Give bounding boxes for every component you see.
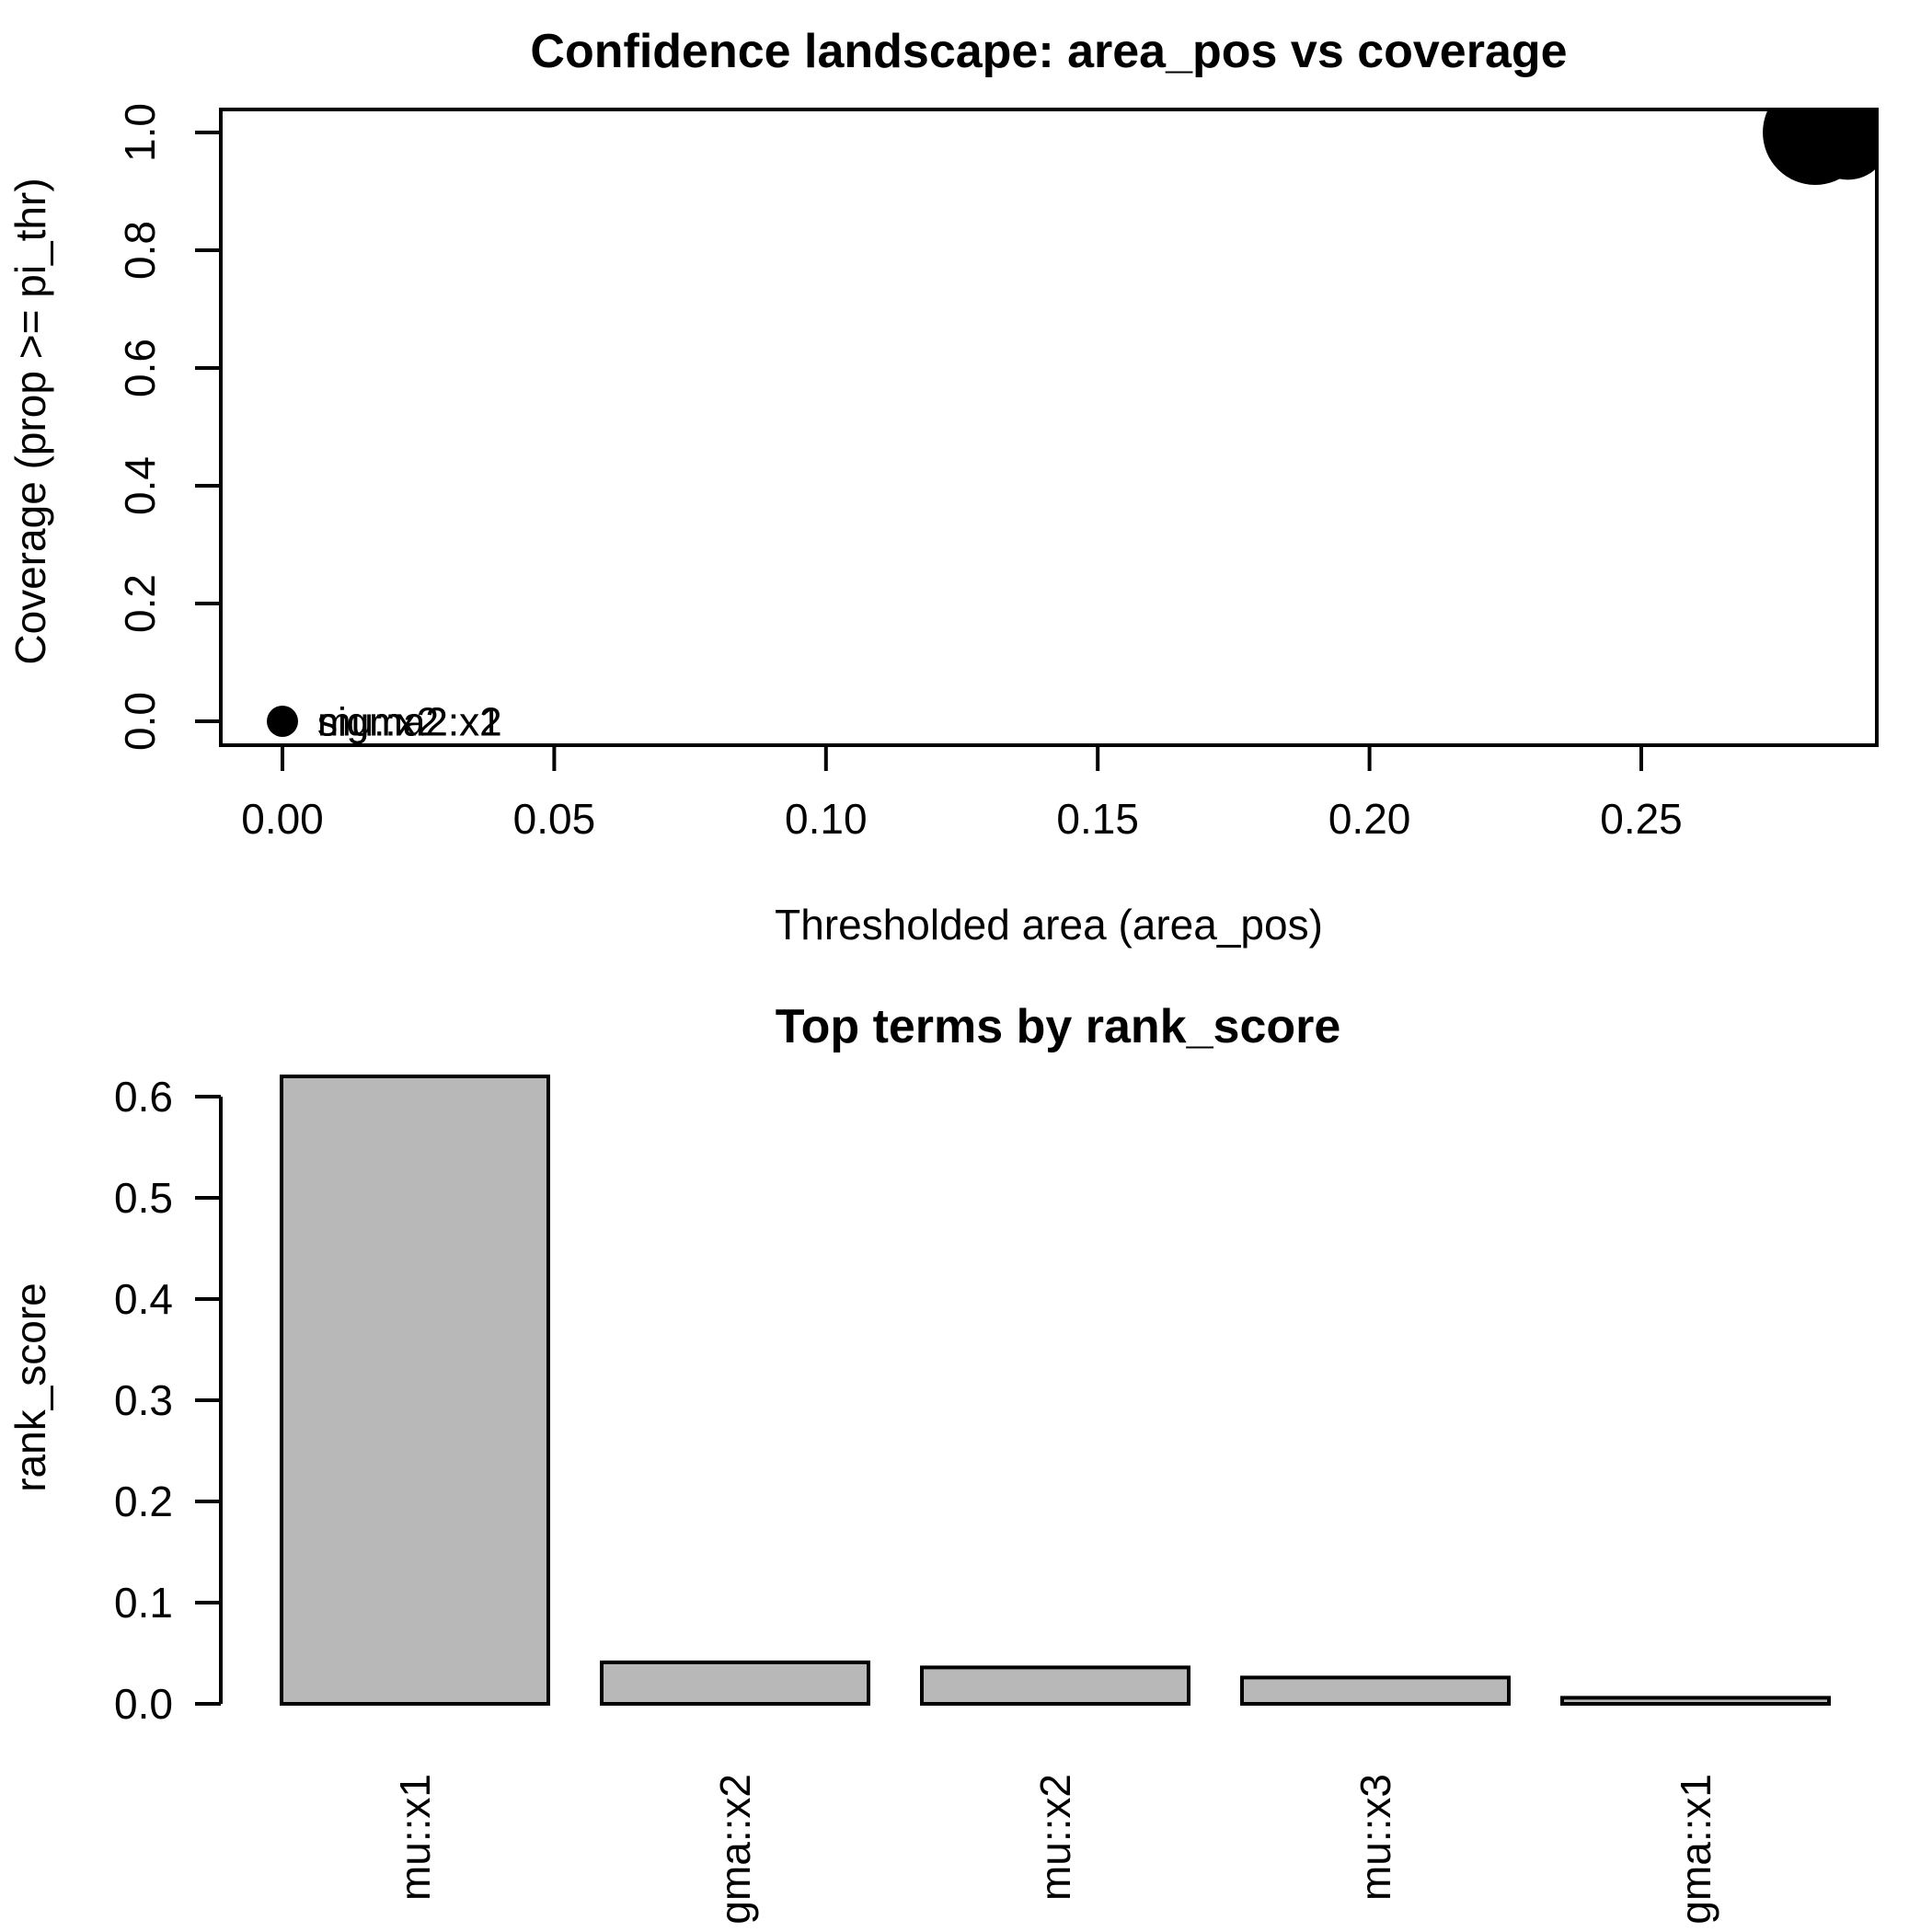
scatter-y-tick-label: 0.6	[116, 339, 164, 397]
bar-category-label: gma::x2	[711, 1774, 759, 1925]
bar-y-tick-label: 0.1	[114, 1579, 173, 1627]
scatter-title: Confidence landscape: area_pos vs covera…	[530, 25, 1568, 78]
scatter-y-tick-label: 0.4	[116, 456, 164, 515]
scatter-y-tick-label: 0.8	[116, 221, 164, 280]
bar-plot-area: 0.0 0.1 0.2 0.3 0.4 0.5 0.6mu::x1 gma::x2 mu::x2…	[114, 1073, 1831, 1925]
scatter-points	[267, 109, 1877, 737]
scatter-x-tick-label: 0.10	[785, 795, 868, 843]
bar-category-label: mu::x3	[1351, 1774, 1399, 1901]
scatter-x-tick-label: 0.00	[241, 795, 324, 843]
point-label: sigma2:x2	[317, 699, 502, 744]
scatter-y-tick-label: 1.0	[116, 103, 164, 162]
bar-title: Top terms by rank_score	[775, 1000, 1341, 1053]
bar-y-tick-label: 0.6	[114, 1073, 173, 1121]
bar	[280, 1075, 550, 1706]
scatter-x-tick-label: 0.20	[1328, 795, 1411, 843]
bar-y-tick-label: 0.0	[114, 1680, 173, 1728]
scatter-y-tick-label: 0.0	[116, 692, 164, 751]
bar-y-tick-label: 0.4	[114, 1275, 173, 1323]
point-label: mu::x2	[317, 699, 439, 744]
bar-category-label: mu::x2	[1031, 1774, 1079, 1901]
point-label: sigma2:x1	[317, 699, 502, 744]
bar	[600, 1660, 870, 1707]
bar-y-tick-label: 0.3	[114, 1376, 173, 1424]
bar-category-label: mu::x1	[391, 1774, 439, 1901]
scatter-xaxis-label: Thresholded area (area_pos)	[775, 901, 1323, 949]
scatter-x-tick-label: 0.05	[513, 795, 596, 843]
scatter-plot-area: 0.00 0.05 0.10 0.15 0.20 0.25 0.0 0.2 0.4 0.6 0.8 1…	[116, 103, 1879, 843]
bar	[920, 1665, 1190, 1707]
bar	[1240, 1675, 1511, 1707]
scatter-plot-box	[219, 108, 1879, 747]
scatter-x-tick-label: 0.25	[1600, 795, 1683, 843]
bar-category-label: gma::x1	[1672, 1774, 1719, 1925]
bar-y-tick-label: 0.2	[114, 1478, 173, 1525]
scatter-x-tick-label: 0.15	[1056, 795, 1139, 843]
data-point	[1806, 109, 1877, 180]
bar-y-tick-label: 0.5	[114, 1174, 173, 1222]
scatter-y-tick-label: 0.2	[116, 574, 164, 633]
bar	[1560, 1696, 1831, 1707]
data-point	[267, 706, 298, 737]
